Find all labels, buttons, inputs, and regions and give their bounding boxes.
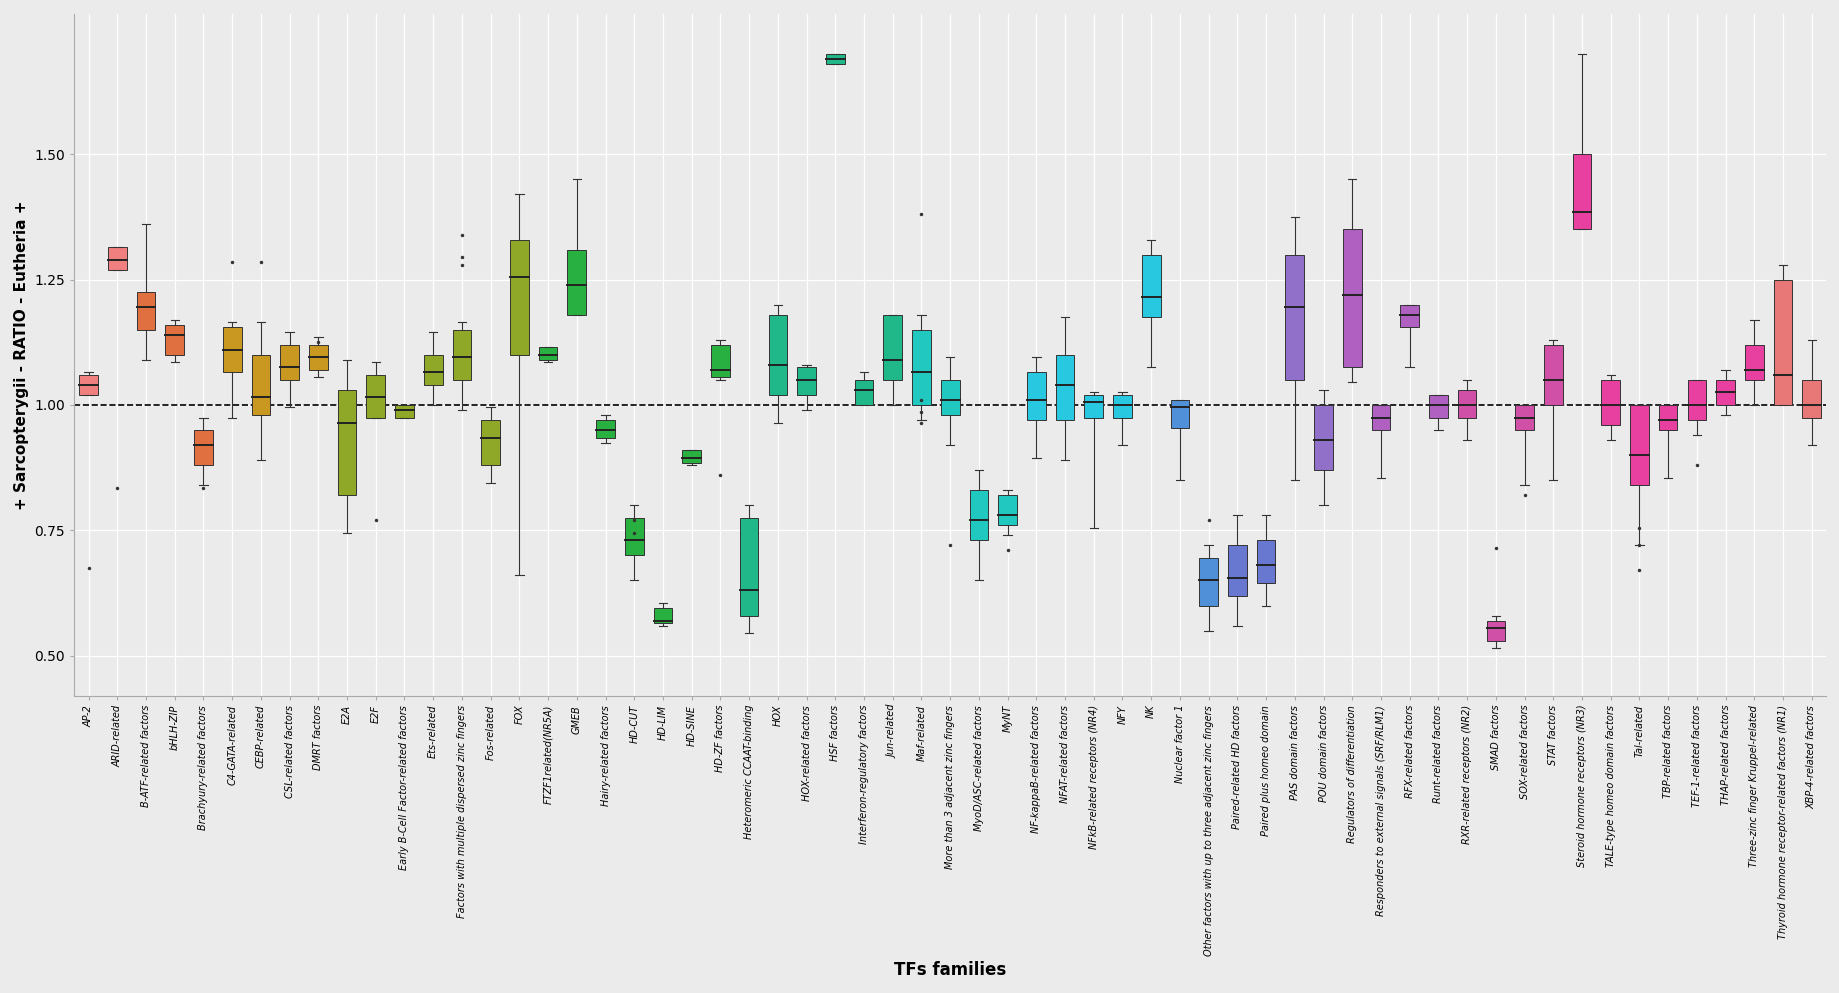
Bar bbox=[1370, 405, 1390, 430]
Bar bbox=[423, 355, 443, 385]
Bar bbox=[539, 348, 557, 359]
Bar bbox=[252, 355, 270, 415]
Bar bbox=[1342, 229, 1361, 367]
Bar bbox=[739, 517, 758, 616]
Bar bbox=[625, 517, 644, 555]
Bar bbox=[940, 380, 958, 415]
Bar bbox=[1142, 254, 1160, 317]
X-axis label: TFs families: TFs families bbox=[894, 961, 1006, 979]
Bar bbox=[912, 330, 931, 405]
Bar bbox=[883, 315, 901, 380]
Bar bbox=[1600, 380, 1618, 425]
Y-axis label: + Sarcopterygii - RATIO - Eutheria +: + Sarcopterygii - RATIO - Eutheria + bbox=[15, 200, 29, 509]
Bar bbox=[1686, 380, 1705, 420]
Bar bbox=[1083, 395, 1103, 417]
Bar bbox=[338, 390, 357, 496]
Bar bbox=[1743, 345, 1764, 380]
Bar bbox=[1543, 345, 1561, 405]
Bar bbox=[653, 608, 671, 623]
Bar bbox=[482, 420, 500, 465]
Bar bbox=[1659, 405, 1677, 430]
Bar bbox=[1227, 545, 1247, 596]
Bar bbox=[710, 345, 730, 377]
Bar bbox=[1513, 405, 1534, 430]
Bar bbox=[309, 345, 327, 369]
Bar bbox=[280, 345, 298, 380]
Bar bbox=[1199, 558, 1217, 606]
Bar bbox=[796, 367, 815, 395]
Bar bbox=[1456, 390, 1475, 417]
Bar bbox=[826, 54, 844, 64]
Bar bbox=[1399, 305, 1418, 328]
Bar bbox=[79, 375, 97, 395]
Bar bbox=[682, 450, 701, 463]
Bar bbox=[1256, 540, 1274, 583]
Bar bbox=[366, 375, 384, 417]
Bar bbox=[1170, 400, 1188, 428]
Bar bbox=[1026, 372, 1045, 420]
Bar bbox=[1113, 395, 1131, 417]
Bar bbox=[1572, 154, 1591, 229]
Bar bbox=[1429, 395, 1447, 417]
Bar bbox=[109, 247, 127, 269]
Bar bbox=[136, 292, 154, 330]
Bar bbox=[1486, 621, 1504, 640]
Bar bbox=[509, 239, 528, 355]
Bar bbox=[1056, 355, 1074, 420]
Bar bbox=[566, 249, 587, 315]
Bar bbox=[195, 430, 213, 465]
Bar bbox=[223, 328, 241, 372]
Bar bbox=[1285, 254, 1304, 380]
Bar bbox=[1802, 380, 1821, 417]
Bar bbox=[395, 405, 414, 417]
Bar bbox=[1313, 405, 1331, 470]
Bar bbox=[1773, 280, 1791, 405]
Bar bbox=[969, 491, 988, 540]
Bar bbox=[1716, 380, 1734, 405]
Bar bbox=[1629, 405, 1648, 486]
Bar bbox=[769, 315, 787, 395]
Bar bbox=[853, 380, 874, 405]
Bar bbox=[166, 325, 184, 355]
Bar bbox=[596, 420, 614, 438]
Bar bbox=[452, 330, 471, 380]
Bar bbox=[999, 496, 1017, 525]
